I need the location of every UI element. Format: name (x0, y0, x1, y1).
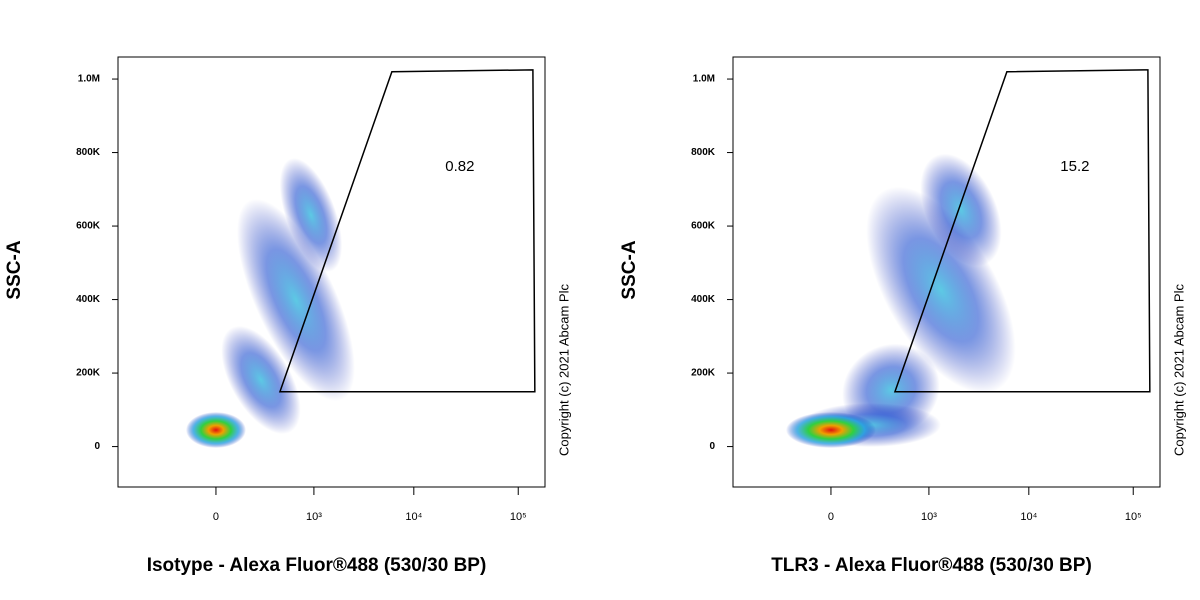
x-tick-label: 10⁵ (1125, 511, 1142, 523)
density-core (785, 412, 876, 448)
gate-value: 0.82 (445, 158, 474, 175)
panel: 0 200K 400K 600K 800K 1.0M 0 10³ 10⁴ 10⁵ 0.82 Isoty… (4, 56, 571, 576)
x-tick-label: 10³ (921, 511, 937, 523)
y-tick-label: 1.0M (78, 74, 100, 85)
x-tick-label: 10³ (306, 511, 322, 523)
y-tick-label: 800K (691, 147, 716, 158)
density-cloud (221, 325, 301, 435)
x-tick-label: 0 (828, 511, 834, 523)
copyright: Copyright (c) 2021 Abcam Plc (556, 284, 571, 456)
y-tick-label: 600K (691, 221, 716, 232)
x-tick-label: 0 (213, 511, 219, 523)
plot-frame (117, 56, 546, 488)
y-axis-label: SSC-A (4, 240, 25, 299)
y-tick-label: 200K (76, 368, 101, 379)
density-core (185, 412, 246, 448)
copyright: Copyright (c) 2021 Abcam Plc (1171, 284, 1186, 456)
y-tick-label: 0 (94, 441, 100, 452)
density-cloud (237, 198, 355, 402)
y-tick-label: 1.0M (693, 74, 715, 85)
y-tick-label: 400K (76, 294, 101, 305)
gate (278, 69, 536, 393)
y-tick-label: 800K (76, 147, 101, 158)
gate-value: 15.2 (1060, 158, 1089, 175)
density-cloud (866, 186, 1016, 394)
y-axis-label: SSC-A (619, 240, 640, 299)
y-tick-label: 600K (76, 221, 101, 232)
y-tick-label: 400K (691, 294, 716, 305)
y-tick-label: 0 (709, 441, 715, 452)
x-tick-label: 10⁵ (510, 511, 527, 523)
gate (893, 69, 1151, 393)
x-axis-label: Isotype - Alexa Fluor®488 (530/30 BP) (147, 555, 487, 576)
density-cloud (279, 157, 343, 273)
x-axis-label: TLR3 - Alexa Fluor®488 (530/30 BP) (771, 555, 1092, 576)
y-tick-label: 200K (691, 368, 716, 379)
panel: 0 200K 400K 600K 800K 1.0M 0 10³ 10⁴ 10⁵ 15.2 TLR3 … (619, 56, 1186, 576)
density-cloud (920, 153, 1002, 267)
plot-frame (732, 56, 1161, 488)
x-tick-label: 10⁴ (1020, 511, 1037, 523)
x-tick-label: 10⁴ (405, 511, 422, 523)
